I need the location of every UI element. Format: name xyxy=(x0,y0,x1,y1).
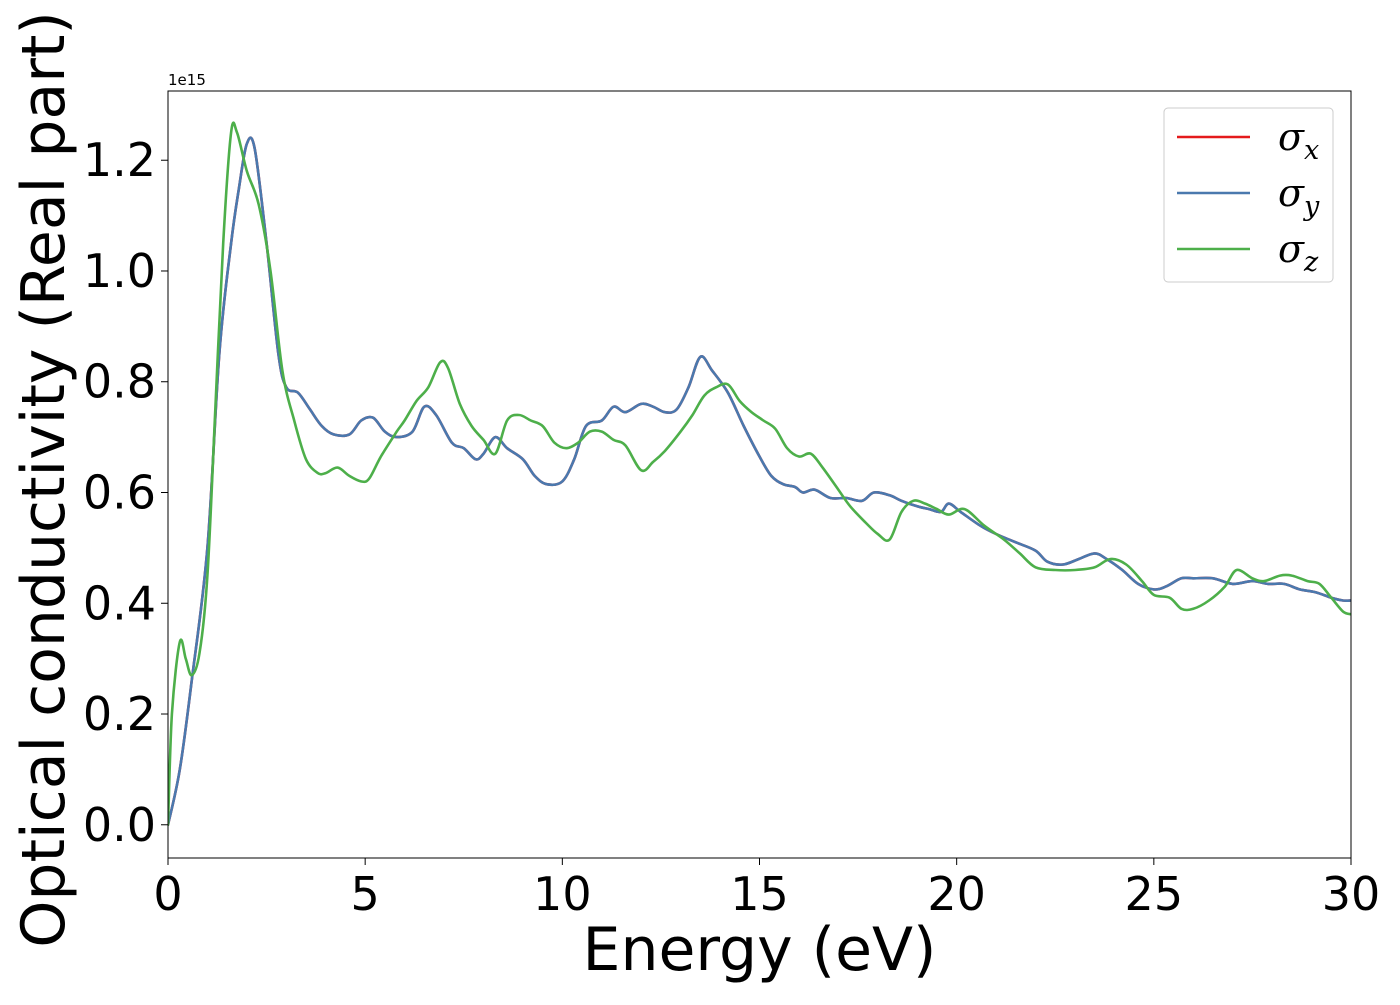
y-axis-label: Optical conductivity (Real part) xyxy=(9,11,79,948)
y-tick-label: 0.4 xyxy=(83,576,156,630)
y-tick-label: 0.8 xyxy=(83,355,156,409)
x-tick-label: 25 xyxy=(1125,867,1184,921)
y-tick-label: 1.0 xyxy=(83,244,156,298)
legend-label-x: σx xyxy=(1278,115,1319,166)
legend-label-y: σy xyxy=(1278,171,1320,222)
y-tick-label: 0.2 xyxy=(83,687,156,741)
legend-label-z: σz xyxy=(1278,227,1319,278)
x-tick-label: 10 xyxy=(533,867,592,921)
y-tick-label: 0.6 xyxy=(83,465,156,519)
legend-box xyxy=(1163,107,1334,283)
y-axis-offset-text: 1e15 xyxy=(168,71,206,89)
series-line-z xyxy=(168,121,1351,827)
x-tick-label: 30 xyxy=(1322,867,1381,921)
series-lines xyxy=(168,121,1351,827)
x-tick-label: 5 xyxy=(351,867,380,921)
y-axis-ticks: 0.0 0.2 0.4 0.6 0.8 1.0 1.2 xyxy=(83,133,168,852)
y-tick-label: 0.0 xyxy=(83,798,156,852)
x-axis-ticks: 0 5 10 15 20 25 30 xyxy=(153,858,1380,921)
x-axis-label: Energy (eV) xyxy=(583,915,937,985)
x-tick-label: 15 xyxy=(730,867,789,921)
series-line-y xyxy=(168,136,1351,827)
y-tick-label: 1.2 xyxy=(83,133,156,187)
x-tick-label: 0 xyxy=(153,867,182,921)
x-tick-label: 20 xyxy=(927,867,986,921)
